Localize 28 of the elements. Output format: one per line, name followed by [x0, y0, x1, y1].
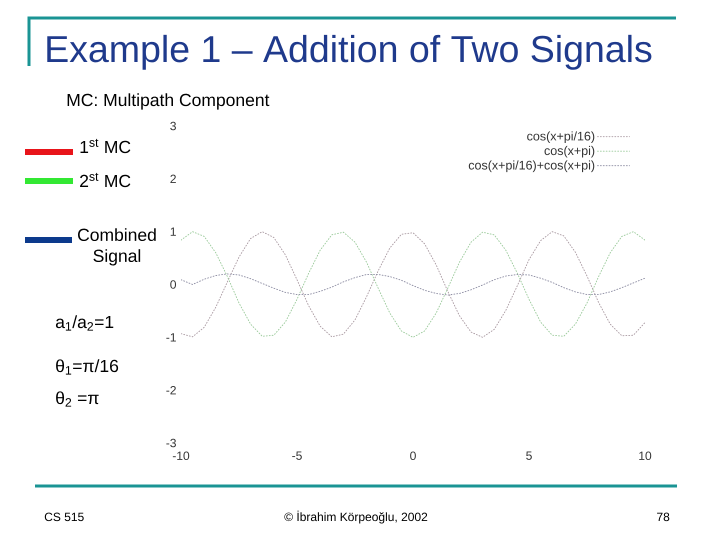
- y-tick-label: 2: [170, 174, 176, 184]
- text: 78: [657, 512, 670, 522]
- text: © İbrahim Körpeoğlu, 2002: [284, 510, 428, 524]
- x-tick-label: -5: [292, 452, 302, 460]
- text: Combined Signal: [78, 228, 156, 266]
- y-tick-label: 0: [170, 280, 176, 289]
- y-tick-label: -3: [166, 438, 176, 448]
- text: θ$_{1}$=π/16: [56, 359, 118, 375]
- chart-subtitle: MC: Multipath Component: [68, 93, 270, 110]
- y-tick-label: 3: [170, 122, 176, 130]
- x-tick-label: 5: [526, 452, 532, 460]
- text: θ$_{2}$ =π: [56, 391, 99, 407]
- x-tick-label: -10: [172, 452, 190, 460]
- text: a$_{1}$/a$_{2}$=1: [56, 315, 114, 331]
- text: CS 515: [44, 512, 84, 522]
- x-tick-label: 0: [410, 452, 416, 460]
- line-series: [181, 231, 646, 338]
- chart-title: Example 1 – Addition of Two Signals: [47, 34, 652, 70]
- x-tick-label: 10: [639, 452, 652, 460]
- y-tick-label: 1: [170, 228, 176, 236]
- legend-label: cos(x+pi/16)+cos(x+pi): [468, 160, 594, 172]
- y-tick-label: -2: [166, 386, 176, 394]
- text: 1$^{st}$ MC: [80, 138, 130, 154]
- line-series: [181, 273, 646, 296]
- legend-label: cos(x+pi): [544, 146, 594, 158]
- text: 2$^{st}$ MC: [80, 172, 130, 188]
- legend-label: cos(x+pi/16): [527, 131, 594, 144]
- y-tick-label: -1: [166, 333, 176, 342]
